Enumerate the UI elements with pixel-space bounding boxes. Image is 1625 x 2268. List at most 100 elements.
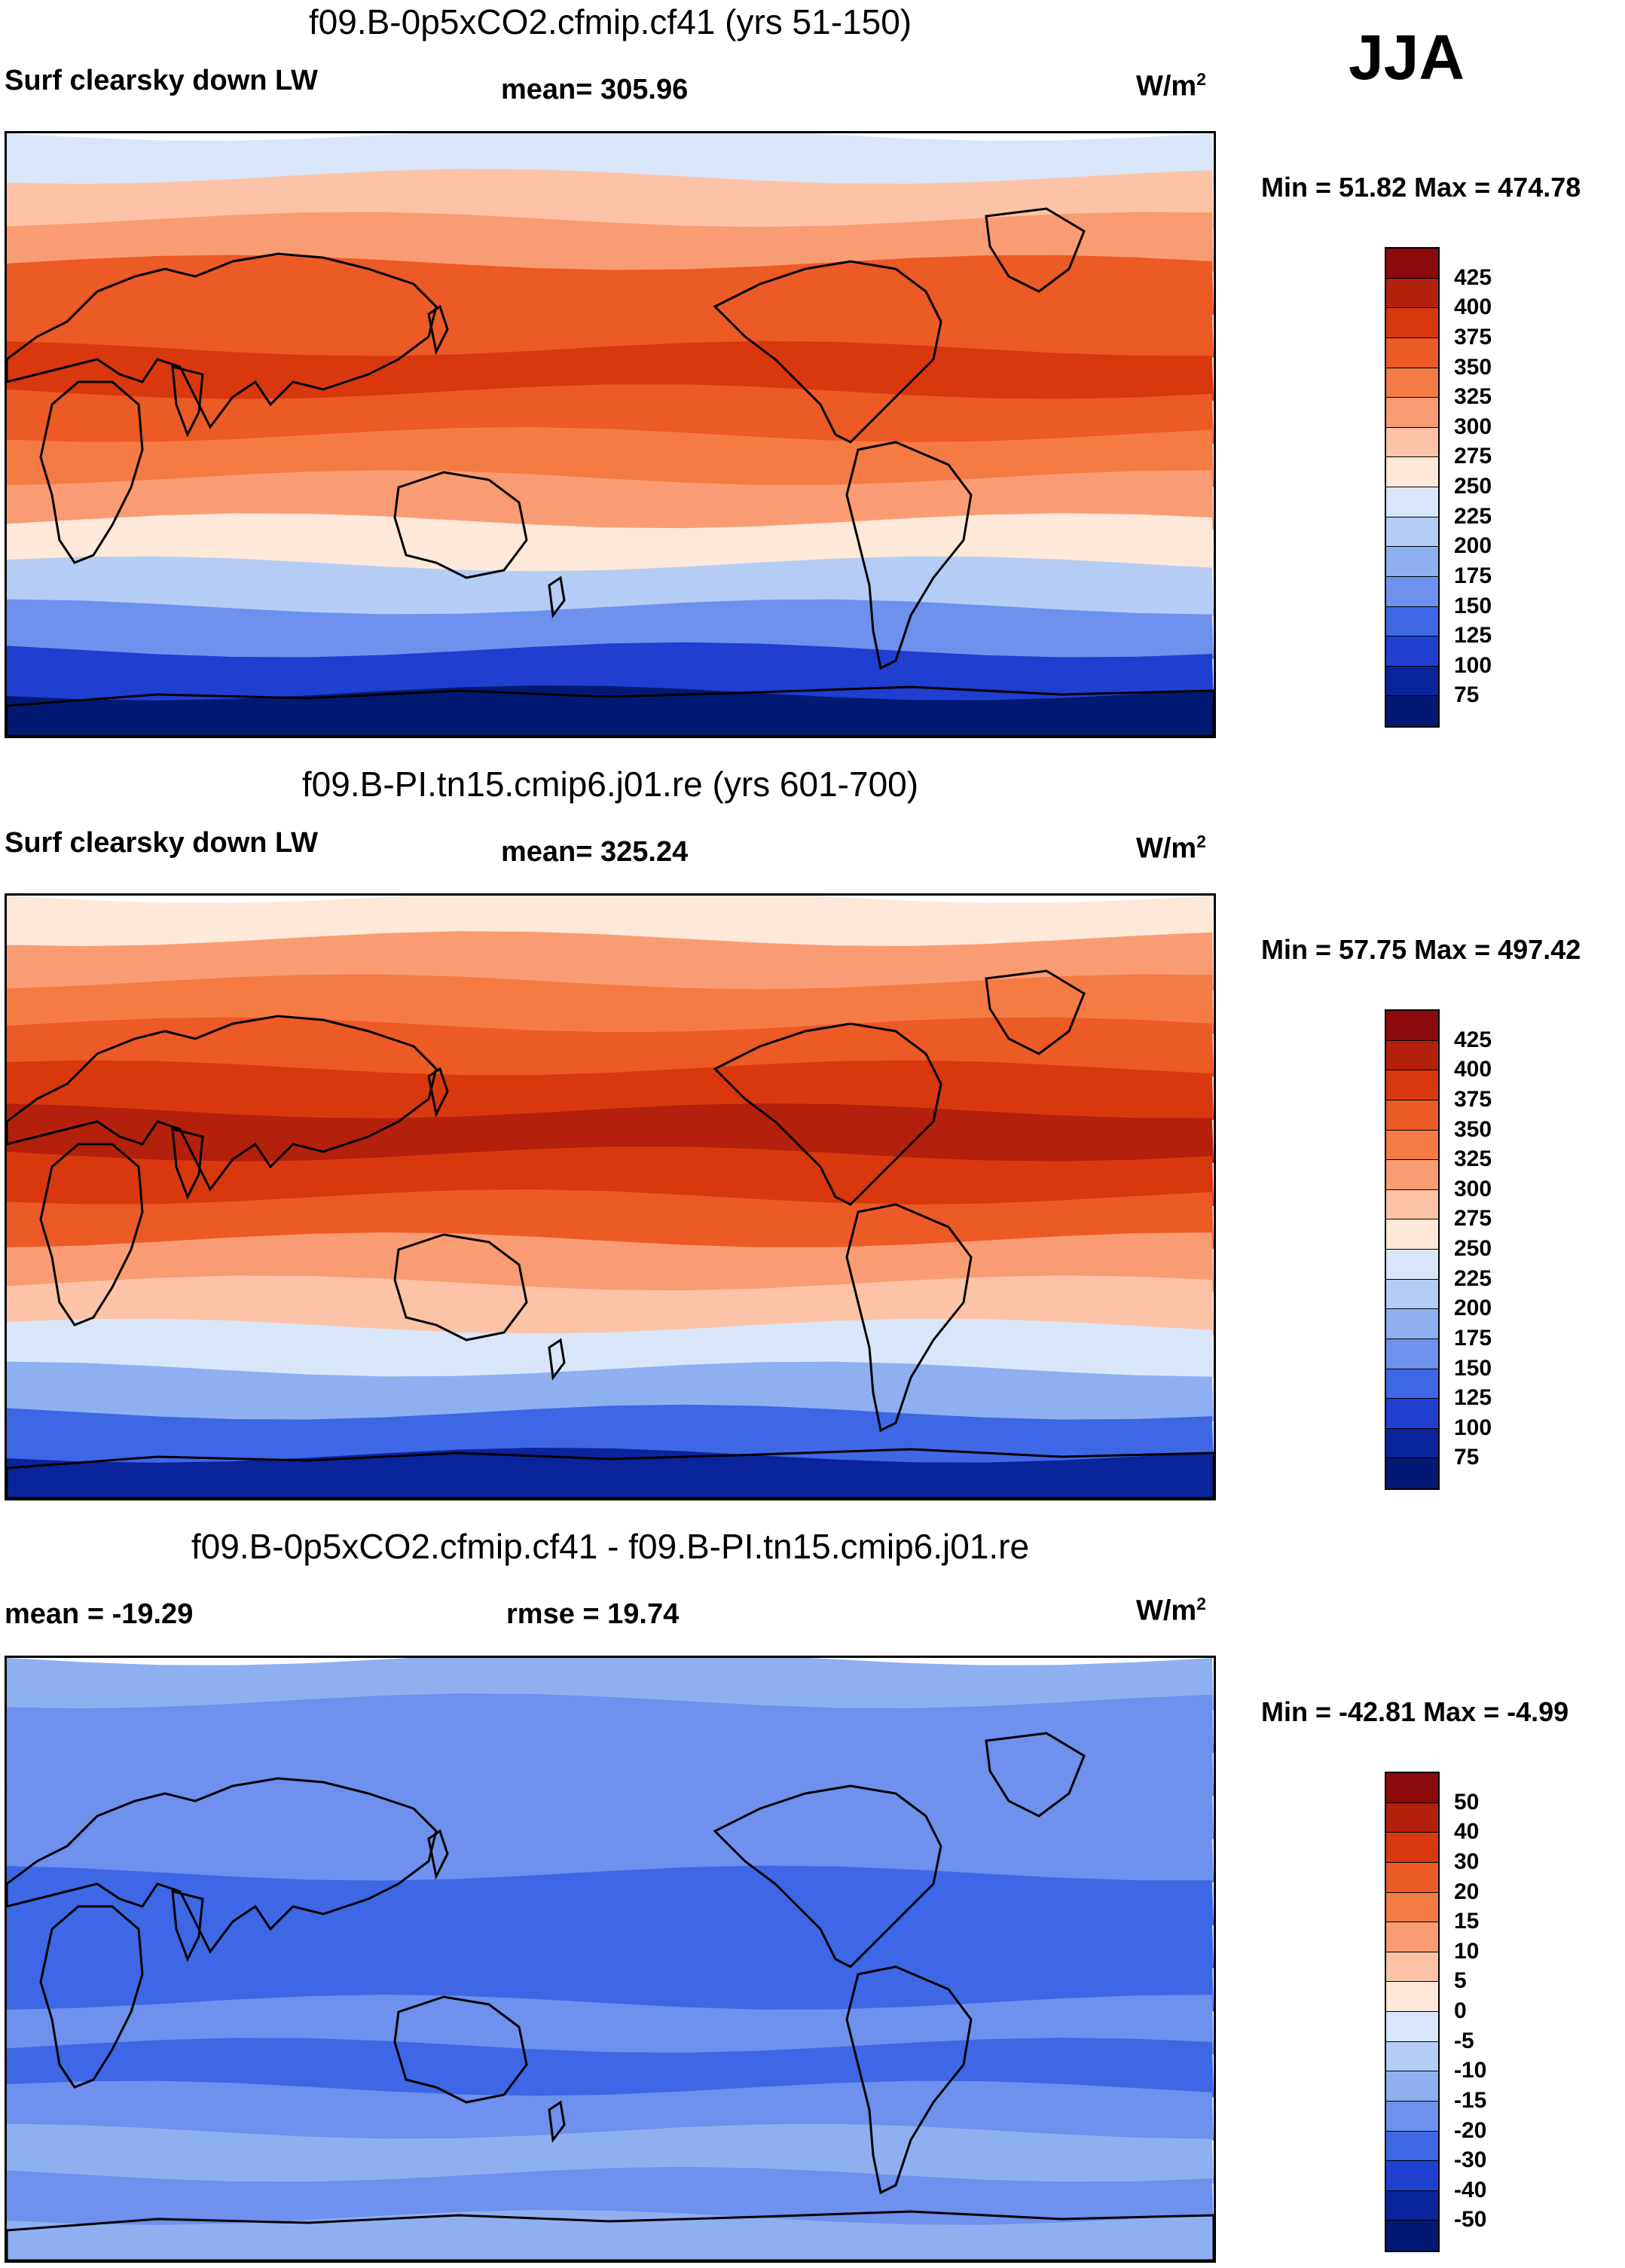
colorbar-tick-label: 325 (1454, 384, 1492, 410)
colorbar-swatch (1386, 1339, 1438, 1369)
coastline (845, 441, 973, 670)
coastline (39, 380, 144, 564)
colorbar-swatch (1386, 1250, 1438, 1280)
colorbar-tick-label: 100 (1454, 1415, 1492, 1440)
coastline (393, 1995, 528, 2104)
panel2-minmax: Min = 57.75 Max = 497.42 (1261, 934, 1581, 965)
panel2-colorbar (1385, 1009, 1440, 1490)
contour-band (7, 1146, 1214, 1206)
colorbar-swatch (1386, 2161, 1438, 2191)
colorbar-tick-label: 225 (1454, 503, 1492, 529)
colorbar-tick-label: 350 (1454, 354, 1492, 380)
colorbar-tick-label: 200 (1454, 533, 1492, 559)
colorbar-swatch (1386, 1773, 1438, 1803)
colorbar-swatch (1386, 487, 1438, 517)
colorbar-tick-label: -40 (1454, 2177, 1487, 2202)
colorbar-swatch (1386, 278, 1438, 309)
colorbar-tick-label: 75 (1454, 682, 1480, 708)
panel2-colorbar-labels: 425 400 375 350 325 300 275 250 225 200 175 150 125 1… (1454, 1009, 1605, 1490)
panel1-minmax: Min = 51.82 Max = 474.78 (1261, 172, 1581, 203)
colorbar-tick-label: 325 (1454, 1146, 1492, 1172)
colorbar-swatch (1386, 1833, 1438, 1863)
colorbar-swatch (1386, 2071, 1438, 2102)
panel3-colorbar-labels: 50 40 30 20 15 10 5 0 -5 -10 -15 -20 -30 -40 -50 (1454, 1772, 1605, 2252)
colorbar-swatch (1386, 1862, 1438, 1893)
coastline (985, 1732, 1086, 1818)
contour-band (7, 1909, 1214, 1968)
coastline (713, 260, 942, 444)
zonal-bands (7, 896, 1214, 1498)
colorbar-swatch (1386, 337, 1438, 368)
colorbar-tick-label: -30 (1454, 2147, 1487, 2173)
coastline (393, 471, 528, 579)
coastline (7, 685, 1214, 736)
coastline (7, 1015, 438, 1192)
colorbar-swatch (1386, 1952, 1438, 1983)
colorbar-tick-label: 200 (1454, 1296, 1492, 1321)
contour-band (7, 556, 1214, 616)
panel3-map (5, 1656, 1216, 2263)
coastline (7, 2210, 1214, 2260)
colorbar-swatch (1386, 696, 1438, 726)
colorbar-swatch (1386, 2131, 1438, 2162)
panel3-units: W/m2 (1136, 1594, 1206, 1627)
coastline (845, 1965, 973, 2195)
colorbar-swatch (1386, 2221, 1438, 2251)
contour-band (7, 133, 1214, 186)
colorbar-tick-label: 400 (1454, 1057, 1492, 1082)
panel2-mean-label: mean= 325.24 (501, 836, 689, 868)
colorbar-tick-label: 5 (1454, 1968, 1467, 1994)
colorbar-tick-label: 150 (1454, 1355, 1492, 1381)
panel2-map-svg (7, 896, 1214, 1498)
colorbar-swatch (1386, 249, 1438, 279)
colorbar-tick-label: 20 (1454, 1879, 1480, 1904)
colorbar-tick-label: 125 (1454, 1385, 1492, 1411)
colorbar-tick-label: -10 (1454, 2058, 1487, 2083)
season-label: JJA (1349, 22, 1465, 93)
colorbar-tick-label: 15 (1454, 1909, 1480, 1934)
colorbar-tick-label: 100 (1454, 652, 1492, 678)
colorbar-tick-label: 0 (1454, 1998, 1467, 2023)
panel3-minmax: Min = -42.81 Max = -4.99 (1261, 1696, 1569, 1727)
colorbar-swatch (1386, 1309, 1438, 1339)
continents (7, 969, 1214, 1498)
contour-band (7, 384, 1214, 444)
panel3-map-svg (7, 1658, 1214, 2260)
colorbar-tick-label: 30 (1454, 1848, 1480, 1874)
colorbar-tick-label: 50 (1454, 1789, 1480, 1815)
continents (7, 1732, 1214, 2260)
panel1-map-svg (7, 133, 1214, 736)
colorbar-tick-label: -15 (1454, 2087, 1487, 2113)
contour-band (7, 896, 1214, 948)
coastline (171, 365, 204, 438)
coastline (427, 1829, 449, 1880)
colorbar-swatch (1386, 1399, 1438, 1429)
coastline (171, 1890, 204, 1962)
colorbar-swatch (1386, 1219, 1438, 1250)
colorbar-swatch (1386, 1100, 1438, 1131)
colorbar-tick-label: 425 (1454, 264, 1492, 290)
colorbar-swatch (1386, 1279, 1438, 1310)
coastline (171, 1128, 204, 1200)
coastline (7, 1448, 1214, 1498)
colorbar-swatch (1386, 427, 1438, 458)
colorbar-tick-label: 125 (1454, 623, 1492, 649)
coastline (713, 1022, 942, 1206)
coastline (845, 1203, 973, 1433)
colorbar-swatch (1386, 1982, 1438, 2012)
panel3-mean-label: mean = -19.29 (5, 1598, 194, 1630)
colorbar-tick-label: 150 (1454, 593, 1492, 618)
panel1-variable-label: Surf clearsky down LW (5, 65, 318, 96)
colorbar-tick-label: 350 (1454, 1116, 1492, 1142)
colorbar-swatch (1386, 2190, 1438, 2221)
panel2-variable-label: Surf clearsky down LW (5, 827, 318, 859)
continents (7, 207, 1214, 736)
colorbar-tick-label: -20 (1454, 2117, 1487, 2143)
colorbar-tick-label: -50 (1454, 2207, 1487, 2233)
colorbar-swatch (1386, 1428, 1438, 1459)
coastline (393, 1233, 528, 1342)
panel3-title: f09.B-0p5xCO2.cfmip.cf41 - f09.B-PI.tn15… (191, 1527, 1030, 1566)
colorbar-tick-label: 375 (1454, 324, 1492, 350)
coastline (7, 252, 438, 429)
colorbar-swatch (1386, 2101, 1438, 2132)
